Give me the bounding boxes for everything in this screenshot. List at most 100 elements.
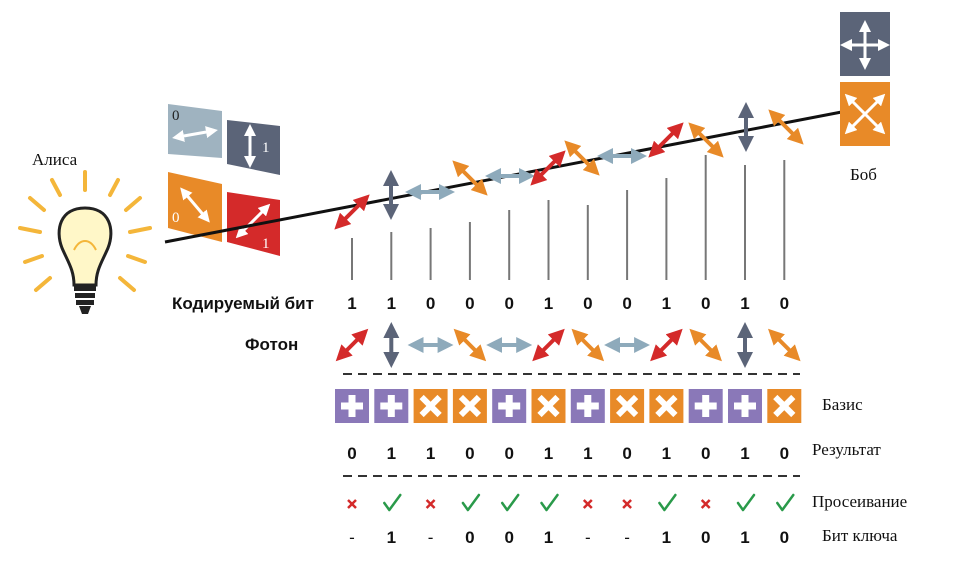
basis-cross-icon: [649, 389, 684, 423]
bob-label: Боб: [850, 165, 877, 184]
basis-plus-icon: [374, 389, 409, 423]
result-bit: 1: [426, 444, 435, 463]
encoded-bit-label: Кодируемый бит: [172, 294, 314, 313]
bases-row: [335, 389, 802, 423]
key-bit: 0: [504, 528, 513, 547]
cross-icon: [582, 499, 593, 509]
photon-arrow-icon: [452, 160, 488, 196]
photons-row: [335, 322, 801, 368]
result-bit: 1: [387, 444, 396, 463]
results-row: 0 1 1 0 0 1 1 0 1 0 1 0: [347, 444, 789, 463]
basis-plus-icon: [570, 389, 605, 423]
photon-arrow-icon: [650, 328, 683, 362]
basis-plus-icon: [335, 389, 369, 423]
result-bit: 0: [622, 444, 631, 463]
key-bits-row: - 1 - 0 0 1 - - 1 0 1 0: [349, 528, 789, 547]
beam-photons: [334, 102, 804, 230]
filter-label-top-left: 0: [172, 108, 180, 124]
cross-icon: [425, 499, 436, 509]
check-icon: [658, 493, 677, 512]
encoded-bit: 0: [701, 294, 710, 313]
check-icon: [500, 493, 520, 512]
basis-cross-icon: [413, 389, 448, 423]
light-bulb-icon: [18, 170, 152, 314]
photon-arrow-icon: [689, 328, 722, 362]
result-bit: 1: [662, 444, 671, 463]
result-bit: 0: [504, 444, 513, 463]
encoded-bits-row: 1 1 0 0 0 1 0 0 1 0 1 0: [347, 294, 789, 313]
filter-label-bottom-right: 1: [262, 236, 270, 252]
filter-vertical-1: 1: [227, 120, 280, 175]
key-bit: 0: [465, 528, 474, 547]
key-bit-label: Бит ключа: [822, 526, 898, 545]
bob-filter-plus: [840, 12, 890, 76]
check-icon: [776, 493, 795, 512]
filter-label-bottom-left: 0: [172, 210, 180, 226]
encoded-bit: 1: [662, 294, 671, 313]
encoded-bit: 0: [583, 294, 592, 313]
check-icon: [461, 493, 481, 512]
check-icon: [736, 493, 756, 512]
photon-arrow-icon: [530, 150, 566, 186]
photon-arrow-icon: [335, 328, 369, 362]
bob-filters: [840, 12, 890, 146]
result-label: Результат: [812, 440, 881, 459]
filter-horizontal-0: 0: [168, 104, 222, 158]
encoded-bit: 1: [387, 294, 396, 313]
encoded-bit: 0: [622, 294, 631, 313]
photon-label: Фотон: [245, 335, 298, 354]
encoded-bit: 0: [780, 294, 789, 313]
basis-plus-icon: [688, 389, 723, 423]
photon-arrow-icon: [453, 328, 487, 362]
key-bit: -: [585, 528, 591, 547]
photon-arrow-icon: [571, 328, 605, 362]
check-icon: [383, 493, 402, 512]
photon-arrow-icon: [768, 109, 804, 145]
cross-icon: [622, 499, 632, 509]
basis-cross-icon: [610, 389, 645, 423]
key-bit: -: [428, 528, 434, 547]
encoded-bit: 1: [347, 294, 356, 313]
photon-arrow-icon: [564, 140, 600, 176]
filter-antidiagonal-0: 0: [168, 172, 222, 242]
result-bit: 0: [347, 444, 356, 463]
result-bit: 0: [465, 444, 474, 463]
key-bit: 1: [740, 528, 749, 547]
cross-icon: [700, 499, 711, 509]
encoded-bit: 0: [465, 294, 474, 313]
alice-filters: 0 1 0 1: [168, 104, 280, 256]
alice-label: Алиса: [32, 150, 78, 169]
filter-label-top-right: 1: [262, 140, 270, 156]
basis-cross-icon: [767, 389, 802, 423]
basis-plus-icon: [728, 389, 762, 423]
key-bit: -: [624, 528, 630, 547]
key-bit: 0: [780, 528, 789, 547]
photon-arrow-icon: [688, 122, 724, 158]
result-bit: 1: [740, 444, 749, 463]
sifting-label: Просеивание: [812, 492, 907, 511]
photon-arrow-icon: [532, 328, 565, 362]
photon-arrow-icon: [648, 122, 684, 158]
result-bit: 1: [544, 444, 553, 463]
photon-stems: [351, 155, 786, 280]
key-bit: 1: [387, 528, 396, 547]
key-bit: 0: [701, 528, 710, 547]
result-bit: 1: [583, 444, 592, 463]
basis-cross-icon: [531, 389, 566, 423]
photon-arrow-icon: [334, 194, 370, 230]
encoded-bit: 1: [740, 294, 749, 313]
cross-icon: [347, 499, 357, 509]
encoded-bit: 1: [544, 294, 553, 313]
result-bit: 0: [701, 444, 710, 463]
sifting-row: [347, 493, 795, 512]
check-icon: [540, 493, 559, 512]
key-bit: 1: [544, 528, 553, 547]
basis-cross-icon: [452, 389, 487, 423]
bob-filter-cross: [840, 82, 890, 146]
encoded-bit: 0: [426, 294, 435, 313]
photon-arrow-icon: [768, 328, 801, 362]
result-bit: 0: [780, 444, 789, 463]
basis-label: Базис: [822, 395, 863, 414]
key-bit: -: [349, 528, 355, 547]
